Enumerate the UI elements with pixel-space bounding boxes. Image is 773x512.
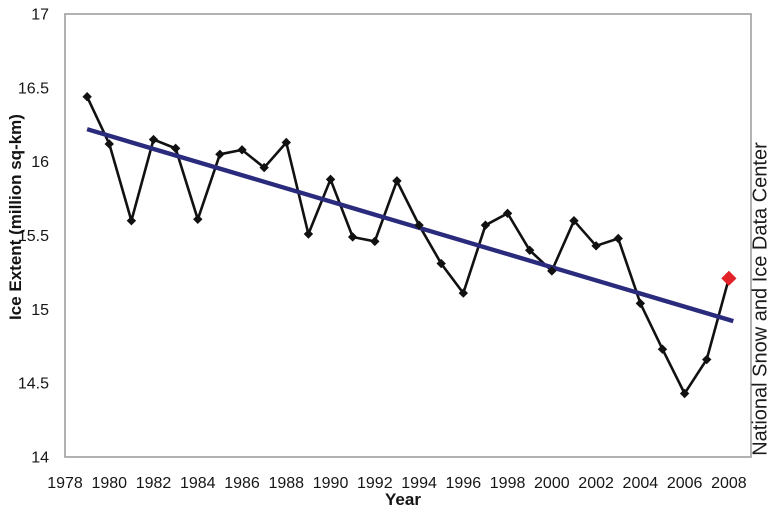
- data-point: [347, 232, 358, 242]
- data-point: [193, 214, 203, 224]
- x-tick-label: 1982: [136, 475, 172, 492]
- data-point: [215, 149, 225, 159]
- data-point: [525, 245, 535, 255]
- x-tick-label: 1986: [224, 475, 260, 492]
- data-point: [480, 220, 491, 230]
- x-tick-label: 1996: [446, 475, 482, 492]
- y-tick-label: 16.5: [18, 80, 49, 97]
- y-tick-label: 14: [31, 450, 49, 467]
- data-point: [657, 344, 668, 354]
- trend-line: [86, 127, 734, 324]
- y-tick-label: 14.5: [18, 376, 49, 393]
- x-tick-label: 1998: [490, 475, 526, 492]
- data-point: [502, 208, 513, 219]
- y-axis-title: Ice Extent (million sq-km): [6, 114, 25, 320]
- data-point: [370, 236, 380, 247]
- x-tick-label: 1978: [47, 475, 83, 492]
- data-point: [82, 91, 92, 102]
- data-point: [635, 298, 646, 309]
- data-point: [392, 176, 402, 186]
- data-point: [303, 229, 314, 239]
- plot-frame: [64, 13, 752, 458]
- y-tick-label: 17: [31, 7, 49, 24]
- x-tick-label: 2006: [667, 475, 703, 492]
- highlight-point: [721, 270, 737, 286]
- data-point: [104, 139, 114, 149]
- x-tick-label: 1992: [357, 475, 393, 492]
- x-tick-label: 1994: [401, 475, 437, 492]
- x-tick-label: 2002: [578, 475, 614, 492]
- data-point: [237, 145, 247, 155]
- x-tick-label: 1984: [180, 475, 216, 492]
- data-point: [569, 216, 579, 226]
- data-point: [458, 288, 469, 298]
- data-point: [702, 354, 712, 365]
- y-tick-label: 16: [31, 154, 49, 171]
- x-tick-label: 1988: [268, 475, 304, 492]
- data-point: [126, 216, 137, 226]
- data-point: [281, 137, 291, 148]
- data-point: [259, 162, 269, 173]
- data-line: [85, 96, 731, 397]
- data-point: [414, 220, 424, 230]
- data-point: [591, 241, 601, 251]
- data-point: [170, 143, 181, 154]
- x-tick-label: 2004: [623, 475, 659, 492]
- y-tick-label: 15.5: [18, 228, 49, 245]
- x-tick-label: 2008: [711, 475, 747, 492]
- x-tick-label: 1990: [313, 475, 349, 492]
- data-point: [436, 258, 446, 269]
- data-point: [679, 388, 690, 399]
- x-tick-label: 2000: [534, 475, 570, 492]
- watermark-credit: National Snow and Ice Data Center: [749, 142, 772, 456]
- data-point: [547, 266, 557, 276]
- data-point: [325, 174, 336, 185]
- y-tick-label: 15: [31, 302, 49, 319]
- data-point: [613, 233, 623, 244]
- x-axis-title: Year: [385, 490, 421, 509]
- data-point: [148, 134, 159, 145]
- x-tick-label: 1980: [91, 475, 127, 492]
